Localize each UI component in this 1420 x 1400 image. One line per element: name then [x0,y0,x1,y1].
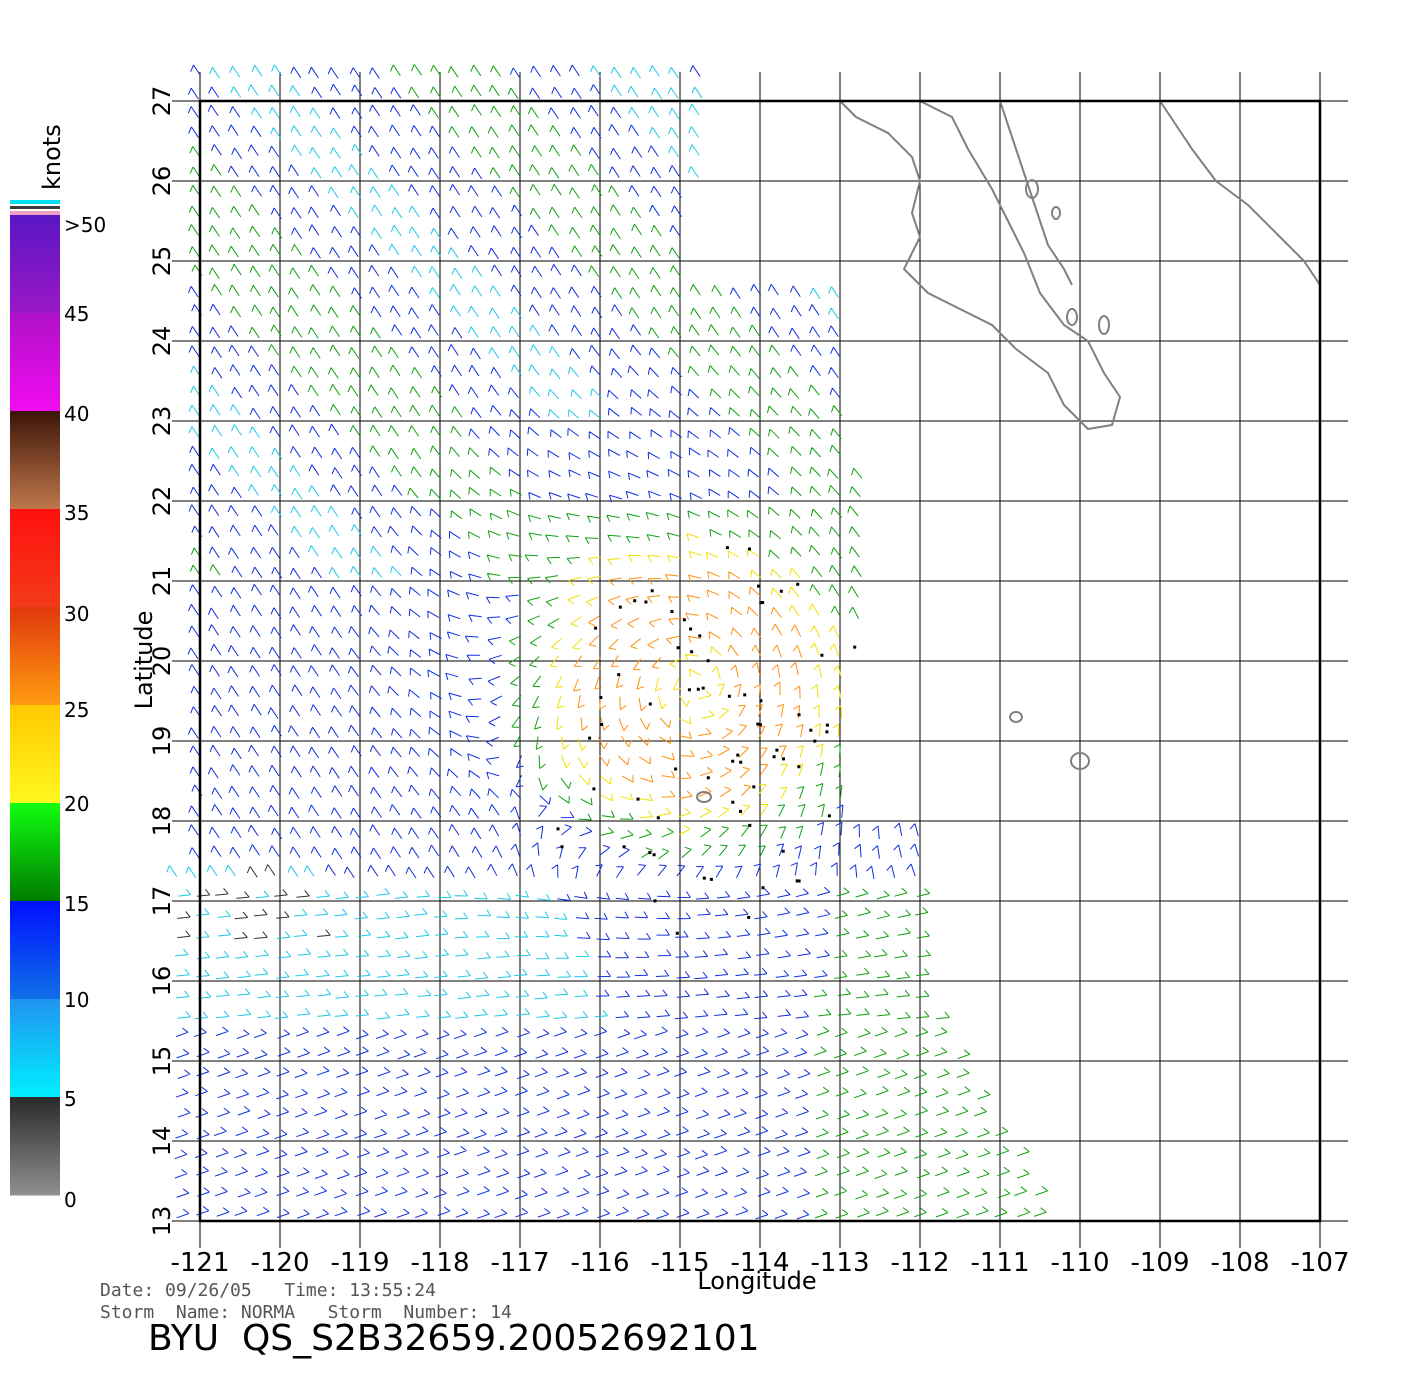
colorbar-tick-label: 30 [64,602,89,626]
wind-vectors [166,64,1049,1220]
lon-tick-label: -114 [730,1248,789,1278]
lon-tick-label: -115 [650,1248,709,1278]
colorbar-title: knots [38,124,66,190]
colorbar-segment [10,705,60,804]
y-axis-title: Latitude [130,611,158,710]
colorbar-segment [10,313,60,412]
latitude-tick-labels: 13 14 15 16 17 18 19 20 21 22 23 24 25 26 27 [148,86,176,1237]
colorbar-tick-label: 5 [64,1087,77,1111]
lat-lon-grid [172,72,1348,1248]
island-outline [1066,308,1078,326]
lon-tick-label: -112 [890,1248,949,1278]
lat-tick-label: 15 [148,1046,176,1077]
lat-tick-label: 16 [148,966,176,997]
colorbar-segment [10,215,60,314]
lat-tick-label: 19 [148,726,176,757]
lon-tick-label: -110 [1050,1248,1109,1278]
map-border [198,99,1322,1223]
lat-tick-label: 21 [148,566,176,597]
colorbar-tick-label: 10 [64,988,89,1012]
lat-tick-label: 14 [148,1126,176,1157]
x-axis-title: Longitude [697,1267,816,1295]
lon-tick-label: -119 [330,1248,389,1278]
wind-vector-group [188,64,1049,1219]
baja-california-coast [839,100,1122,431]
lon-tick-label: -121 [170,1248,229,1278]
colorbar-tick-label: 40 [64,402,89,426]
colorbar-cap-dark [10,206,60,209]
colorbar-segment [10,607,60,706]
island-outline [1025,179,1039,199]
lat-tick-label: 13 [148,1206,176,1237]
map-plot-area: -121 -120 -119 -118 -117 -116 -115 -114 -113 -112… [148,64,1350,1278]
lat-tick-label: 23 [148,406,176,437]
wind-vector-group [549,533,842,836]
storm-name-line: Storm Name: NORMA Storm Number: 14 [100,1302,512,1323]
lat-tick-label: 25 [148,246,176,277]
colorbar-segment [10,1097,60,1196]
colorbar-tick-label: 45 [64,302,89,326]
lat-tick-label: 20 [148,646,176,677]
file-title: BYU QS_S2B32659.20052692101 [148,1318,760,1359]
wind-vector-group [573,571,804,800]
lat-tick-label: 17 [148,886,176,917]
colorbar-segment [10,901,60,1000]
gulf-islands-coast [999,100,1073,286]
colorbar-cap-pink [10,211,60,215]
colorbar-segment [10,999,60,1098]
lat-tick-label: 27 [148,86,176,117]
lon-tick-label: -118 [410,1248,469,1278]
colorbar: knots >50 45 40 35 30 25 20 15 10 5 0 [10,124,106,1212]
colorbar-segment [10,411,60,510]
lon-tick-label: -117 [490,1248,549,1278]
colorbar-tick-label: 35 [64,501,89,525]
longitude-tick-labels: -121 -120 -119 -118 -117 -116 -115 -114 -113 -112… [170,1248,1349,1278]
colorbar-segment [10,803,60,902]
colorbar-segment [10,509,60,608]
lon-tick-label: -111 [970,1248,1029,1278]
wind-vector-group [177,864,331,940]
coastline [696,100,1321,803]
colorbar-cap-cyan [10,200,60,204]
lat-tick-label: 22 [148,486,176,517]
colorbar-tick-label: >50 [64,213,106,237]
rain-flag-markers [556,546,857,935]
wind-vector-group [166,64,840,1020]
lon-tick-label: -113 [810,1248,869,1278]
colorbar-tick-label: 20 [64,792,89,816]
lat-tick-label: 26 [148,166,176,197]
island-outline [1051,206,1061,220]
island-outline [1009,711,1023,723]
map-frame [198,99,1322,1223]
colorbar-labels: >50 45 40 35 30 25 20 15 10 5 0 [64,213,106,1212]
lon-tick-label: -108 [1210,1248,1269,1278]
lon-tick-label: -109 [1130,1248,1189,1278]
island-outline [696,791,712,803]
lat-tick-label: 18 [148,806,176,837]
date-time-line: Date: 09/26/05 Time: 13:55:24 [100,1280,436,1301]
lon-tick-label: -120 [250,1248,309,1278]
island-outline [1098,315,1110,335]
colorbar-tick-label: 0 [64,1188,77,1212]
lon-tick-label: -107 [1290,1248,1349,1278]
mainland-mexico-coast [1159,100,1321,301]
colorbar-tick-label: 25 [64,698,89,722]
lon-tick-label: -116 [570,1248,629,1278]
wind-vector-group [174,64,919,1220]
lat-tick-label: 24 [148,326,176,357]
island-outline [1070,752,1090,770]
colorbar-tick-label: 15 [64,892,89,916]
colorbar-segments [10,215,60,1196]
